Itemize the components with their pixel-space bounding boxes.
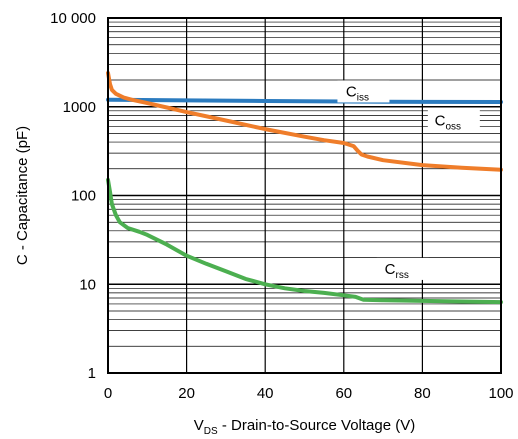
series-label-main: C: [435, 113, 446, 130]
series-label-background: [376, 257, 429, 280]
series-line-Coss: [106, 71, 503, 172]
series-label-sub: rss: [396, 270, 409, 281]
x-axis-label-main: V: [194, 417, 204, 434]
x-tick-label: 20: [178, 385, 195, 402]
plot-frame: [107, 17, 502, 374]
y-tick-label: 10: [79, 276, 96, 293]
series-label-main: C: [385, 261, 396, 278]
series-label-Ciss: Ciss: [346, 83, 369, 103]
series-label-background: [427, 109, 480, 132]
series-label-sub: iss: [357, 92, 369, 103]
y-tick-label: 1000: [63, 99, 96, 116]
tick-labels: 1 10 100 1000 10 000 0 20 40 60 80 100: [50, 10, 513, 402]
series-line-Ciss: [106, 97, 503, 104]
series-label-background: [337, 80, 390, 103]
grid: [107, 17, 502, 374]
series-label-Coss: Coss: [435, 113, 461, 133]
x-tick-label: 100: [488, 385, 513, 402]
x-tick-label: 0: [104, 385, 112, 402]
y-tick-label: 10 000: [50, 10, 96, 27]
series-label-main: C: [346, 83, 357, 100]
x-tick-label: 40: [257, 385, 274, 402]
series-label-Crss: Crss: [385, 261, 409, 281]
x-axis-label: VDS - Drain-to-Source Voltage (V): [194, 417, 416, 437]
x-axis-label-rest: - Drain-to-Source Voltage (V): [218, 417, 416, 434]
series-label-sub: oss: [445, 122, 461, 133]
series-layer: [106, 71, 503, 305]
x-tick-label: 80: [414, 385, 431, 402]
y-tick-label: 1: [88, 365, 96, 382]
series-line-Crss: [106, 177, 503, 305]
x-axis-label-sub: DS: [204, 426, 218, 437]
x-tick-label: 60: [335, 385, 352, 402]
y-axis-label: C - Capacitance (pF): [14, 126, 31, 265]
y-tick-label: 100: [71, 188, 96, 205]
